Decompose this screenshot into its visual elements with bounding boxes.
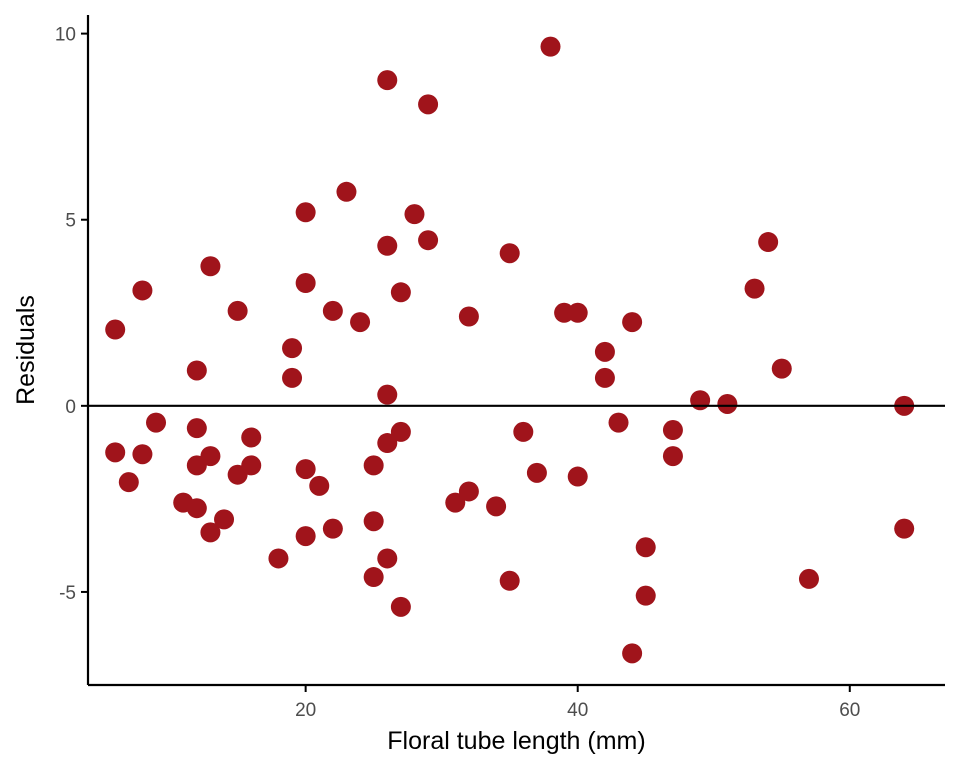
data-point (241, 427, 262, 448)
y-tick-label: 0 (65, 397, 76, 418)
data-point (105, 442, 126, 463)
x-tick-label: 60 (839, 700, 860, 721)
x-tick-label: 20 (295, 700, 316, 721)
data-point (758, 232, 779, 253)
data-point (594, 341, 615, 362)
data-point (241, 455, 262, 476)
data-point (486, 496, 507, 517)
data-point (540, 36, 561, 57)
y-tick-label: -5 (59, 583, 76, 604)
y-tick-label: 10 (55, 25, 76, 46)
data-point (622, 312, 643, 333)
data-point (363, 567, 384, 588)
data-point (322, 518, 343, 539)
data-point (146, 412, 167, 433)
data-point (132, 444, 153, 465)
data-point (200, 446, 221, 467)
data-point (282, 338, 303, 359)
data-point (336, 181, 357, 202)
data-point (513, 421, 534, 442)
data-point (662, 446, 683, 467)
x-tick-label: 40 (567, 700, 588, 721)
data-point (458, 481, 479, 502)
data-point (744, 278, 765, 299)
y-tick-label: 5 (65, 211, 76, 232)
data-point (322, 300, 343, 321)
data-point (635, 585, 656, 606)
data-point (526, 462, 547, 483)
data-point (894, 518, 915, 539)
data-point (608, 412, 629, 433)
data-point (418, 230, 439, 251)
data-point (186, 418, 207, 439)
data-point (390, 282, 411, 303)
data-point (662, 420, 683, 441)
data-point (377, 70, 398, 91)
data-point (567, 466, 588, 487)
data-point (635, 537, 656, 558)
data-point (186, 360, 207, 381)
data-point (594, 367, 615, 388)
y-axis-title: Residuals (12, 295, 40, 405)
data-point (105, 319, 126, 340)
data-point (377, 548, 398, 569)
data-point (268, 548, 289, 569)
data-point (390, 596, 411, 617)
data-point (377, 235, 398, 256)
data-point (690, 390, 711, 411)
data-point (499, 570, 520, 591)
data-point (200, 522, 221, 543)
x-axis-title: Floral tube length (mm) (387, 727, 645, 755)
data-point (295, 459, 316, 480)
data-point (717, 393, 738, 414)
points-layer (105, 36, 915, 664)
data-point (622, 643, 643, 664)
data-point (132, 280, 153, 301)
data-point (458, 306, 479, 327)
data-point (798, 568, 819, 589)
data-point (377, 433, 398, 454)
data-point (186, 498, 207, 519)
data-point (771, 358, 792, 379)
y-axis-ticks: -5 0 5 10 (55, 25, 88, 604)
data-point (377, 384, 398, 405)
data-point (214, 509, 235, 530)
data-point (445, 492, 466, 513)
data-point (567, 302, 588, 323)
data-point (295, 273, 316, 293)
data-point (295, 202, 316, 223)
data-point (200, 256, 221, 277)
data-point (309, 475, 330, 496)
data-point (499, 243, 520, 264)
x-axis-ticks: 20 40 60 (295, 685, 860, 721)
data-point (350, 312, 371, 333)
data-point (363, 511, 384, 532)
data-point (282, 367, 303, 388)
data-point (118, 472, 139, 493)
data-point (363, 455, 384, 476)
data-point (404, 204, 425, 225)
data-point (390, 421, 411, 442)
data-point (418, 94, 439, 115)
data-point (227, 300, 248, 321)
data-point (295, 526, 316, 547)
